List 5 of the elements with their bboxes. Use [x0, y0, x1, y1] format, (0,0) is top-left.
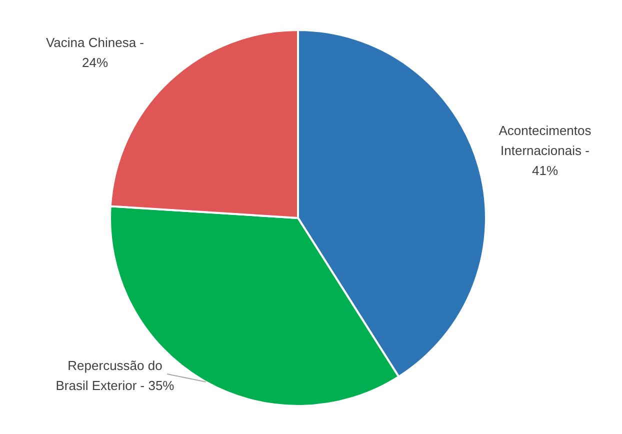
slice-label: Vacina Chinesa - — [46, 35, 144, 50]
slice-label: Repercussão do Brasil Exterior - 35% — [56, 358, 175, 393]
slice-label: Acontecimentos Internacionais - — [498, 123, 592, 158]
data-label: 41% — [532, 163, 558, 178]
data-label: 24% — [82, 55, 108, 70]
